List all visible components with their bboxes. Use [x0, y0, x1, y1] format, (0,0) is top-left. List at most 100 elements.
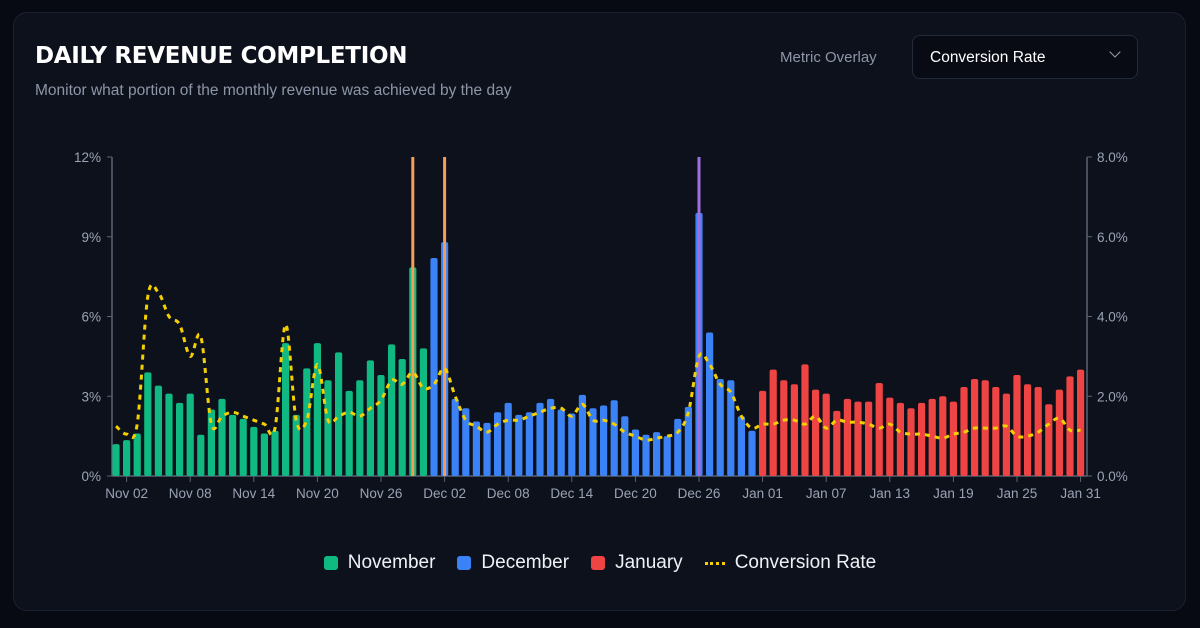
legend-label: December [481, 552, 570, 573]
bar-january [928, 398, 936, 476]
bar-november [388, 344, 396, 476]
bar-january [1013, 374, 1021, 476]
bar-january [875, 382, 883, 476]
y-tick-label: 6% [81, 310, 101, 325]
x-tick-label: Jan 19 [933, 486, 974, 501]
legend-item-november[interactable]: November [323, 552, 436, 574]
y2-tick-label: 4.0% [1097, 310, 1128, 325]
y-tick-label: 3% [81, 389, 101, 404]
bar-december [610, 400, 618, 476]
november-swatch [323, 556, 338, 570]
chart-title: DAILY REVENUE COMPLETION [35, 43, 408, 69]
bar-november [303, 368, 311, 476]
y-tick-label: 9% [81, 230, 101, 245]
bar-january [1077, 369, 1085, 476]
metric-overlay-label: Metric Overlay [780, 49, 877, 66]
bar-january [854, 401, 862, 476]
bar-december [462, 408, 470, 476]
bar-january [939, 396, 947, 476]
bar-january [822, 393, 830, 476]
bar-december [663, 436, 671, 476]
bar-november [207, 409, 215, 476]
x-tick-label: Nov 08 [169, 486, 212, 501]
x-tick-label: Dec 02 [423, 486, 466, 501]
bar-november [356, 380, 364, 476]
bar-january [801, 364, 809, 476]
bar-january [780, 380, 788, 476]
chart-subtitle: Monitor what portion of the monthly reve… [35, 82, 512, 99]
bar-december [727, 380, 735, 476]
legend-label: January [615, 552, 683, 573]
x-tick-label: Nov 26 [360, 486, 403, 501]
x-tick-label: Nov 14 [232, 486, 275, 501]
bar-december [578, 394, 586, 476]
bar-november [144, 372, 152, 476]
bar-november [419, 348, 427, 476]
bar-november [292, 414, 300, 476]
conversion-rate-swatch [704, 561, 725, 565]
legend-item-january[interactable]: January [591, 552, 683, 574]
bar-november [218, 398, 226, 476]
y2-tick-label: 2.0% [1097, 389, 1128, 404]
bar-december [483, 422, 491, 476]
bar-january [790, 384, 798, 476]
x-tick-label: Dec 14 [550, 486, 593, 501]
january-swatch [591, 556, 606, 570]
bar-january [886, 397, 894, 476]
legend-label: November [347, 552, 436, 573]
bar-december [504, 402, 512, 476]
bar-november [239, 418, 247, 476]
conversion-rate-line [114, 283, 1081, 442]
bar-december [642, 434, 650, 476]
bar-november [154, 385, 162, 476]
bar-january [1045, 404, 1053, 476]
bar-january [1034, 386, 1042, 476]
bar-december [706, 332, 714, 476]
bar-december [621, 416, 629, 476]
bar-january [865, 401, 873, 476]
metric-overlay-select[interactable]: Conversion Rate [912, 35, 1138, 79]
december-swatch [457, 556, 472, 570]
bar-november [250, 426, 258, 476]
bar-november [324, 380, 332, 476]
y2-tick-label: 6.0% [1097, 230, 1128, 245]
x-tick-label: Jan 13 [870, 486, 911, 501]
y-tick-label: 0% [81, 469, 101, 484]
legend-item-conversion-rate[interactable]: Conversion Rate [704, 552, 877, 574]
bar-november [345, 390, 353, 476]
bar-december [737, 416, 745, 476]
bar-december [631, 429, 639, 476]
metric-overlay-value: Conversion Rate [930, 49, 1046, 66]
bar-november [271, 430, 279, 476]
bar-december [568, 413, 576, 476]
x-tick-label: Jan 01 [742, 486, 783, 501]
x-tick-label: Jan 31 [1060, 486, 1101, 501]
bar-december [674, 418, 682, 476]
bar-december [547, 398, 555, 476]
chart-card [13, 12, 1186, 611]
bar-december [536, 402, 544, 476]
bar-january [907, 408, 915, 476]
bar-january [971, 378, 979, 476]
bar-january [843, 398, 851, 476]
bar-november [133, 433, 141, 476]
bar-november [229, 414, 237, 476]
bar-november [398, 359, 406, 476]
bar-november [313, 343, 321, 476]
bar-december [472, 421, 480, 476]
bar-december [515, 414, 523, 476]
y-tick-label: 12% [74, 150, 101, 165]
bar-november [197, 434, 205, 476]
bar-november [366, 360, 374, 476]
x-tick-label: Nov 02 [105, 486, 148, 501]
bar-january [1002, 393, 1010, 476]
x-tick-label: Dec 20 [614, 486, 657, 501]
bar-december [525, 412, 533, 476]
legend-label: Conversion Rate [734, 552, 877, 573]
bar-november [112, 444, 120, 476]
legend-item-december[interactable]: December [457, 552, 569, 574]
bar-december [600, 405, 608, 476]
x-tick-label: Jan 07 [806, 486, 847, 501]
y2-tick-label: 8.0% [1097, 150, 1128, 165]
